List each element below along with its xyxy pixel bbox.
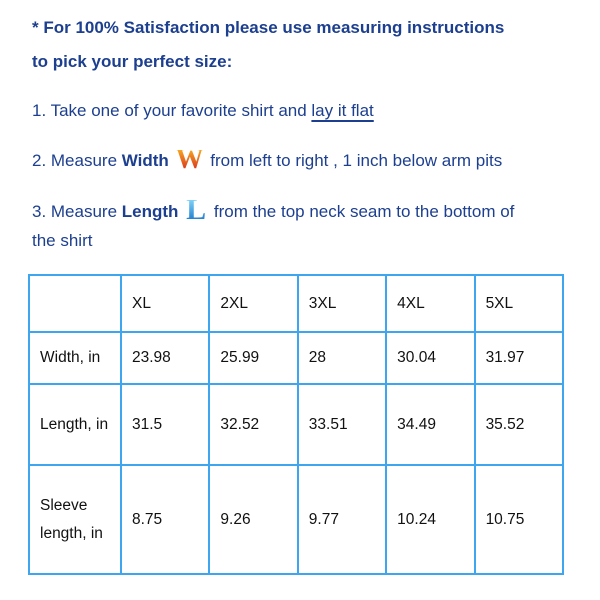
step-3-continued: the shirt [32, 231, 93, 250]
cell: 33.51 [296, 383, 388, 466]
table-row: Sleeve length, in 8.75 9.26 9.77 10.24 1… [28, 464, 565, 575]
step-1: 1. Take one of your favorite shirt and l… [32, 101, 374, 121]
step-text: from left to right , 1 inch below arm pi… [210, 151, 503, 170]
cell: 32.52 [208, 383, 299, 466]
cell: 35.52 [473, 383, 565, 466]
cell: 31.5 [119, 383, 211, 466]
length-letter-icon: L [186, 193, 207, 226]
cell: 8.75 [119, 464, 211, 575]
intro-line-1: * For 100% Satisfaction please use measu… [32, 18, 505, 37]
cell: 10.75 [473, 464, 565, 575]
row-label: Width, in [28, 331, 122, 385]
header-cell: XL [119, 274, 211, 333]
step-text: 1. Take one of your favorite shirt and [32, 101, 312, 120]
table-row: Width, in 23.98 25.99 28 30.04 31.97 [28, 331, 565, 385]
header-cell [28, 274, 122, 333]
cell: 10.24 [385, 464, 476, 575]
table-header-row: XL 2XL 3XL 4XL 5XL [28, 274, 565, 333]
step-text: from the top neck seam to the bottom of [213, 202, 515, 221]
header-cell: 5XL [473, 274, 565, 333]
row-label: Length, in [28, 383, 122, 466]
step-bold: Width [121, 151, 169, 170]
step-3: 3. Measure Length L from the top neck se… [32, 193, 515, 226]
cell: 23.98 [119, 331, 211, 385]
cell: 9.77 [296, 464, 388, 575]
step-text: 2. Measure [32, 151, 122, 170]
step-2: 2. Measure Width W from left to right , … [32, 144, 503, 175]
size-chart-table: XL 2XL 3XL 4XL 5XL Width, in 23.98 25.99… [28, 274, 565, 575]
table-row: Length, in 31.5 32.52 33.51 34.49 35.52 [28, 383, 565, 466]
header-cell: 2XL [208, 274, 299, 333]
step-bold: Length [121, 202, 179, 221]
step-text: 3. Measure [32, 202, 122, 221]
cell: 34.49 [385, 383, 476, 466]
header-cell: 3XL [296, 274, 388, 333]
cell: 30.04 [385, 331, 476, 385]
row-label: Sleeve length, in [28, 464, 122, 575]
cell: 28 [296, 331, 388, 385]
lay-it-flat-link[interactable]: lay it flat [311, 101, 374, 120]
intro-line-2: to pick your perfect size: [32, 52, 233, 71]
header-cell: 4XL [385, 274, 476, 333]
cell: 25.99 [208, 331, 299, 385]
cell: 9.26 [208, 464, 299, 575]
width-letter-icon: W [175, 144, 204, 175]
cell: 31.97 [473, 331, 565, 385]
